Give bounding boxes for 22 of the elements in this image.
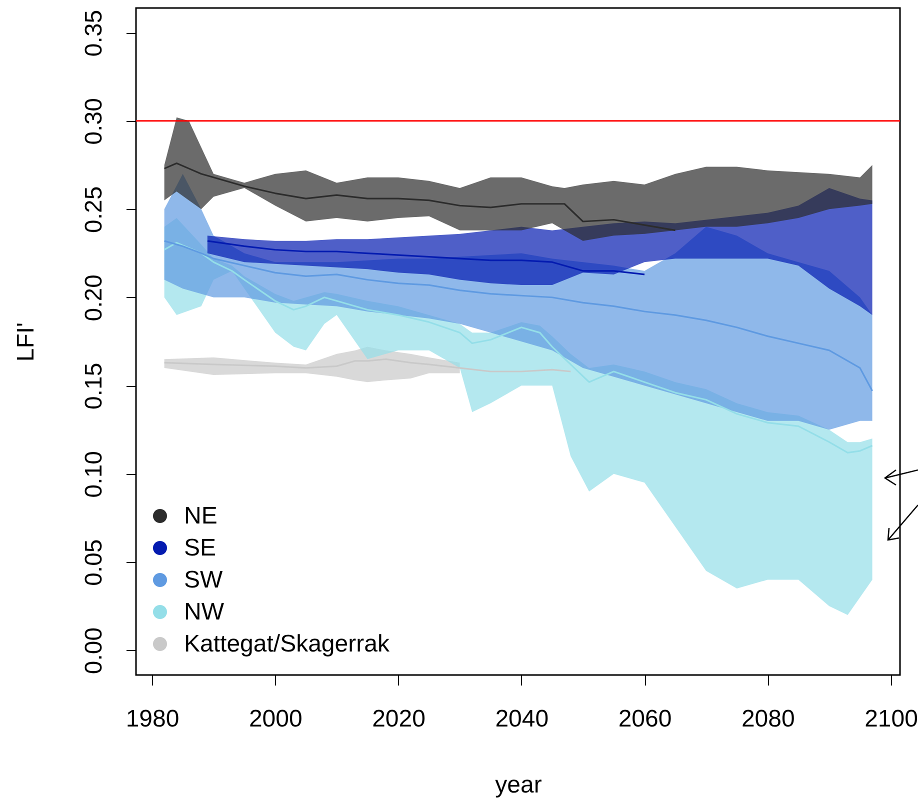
y-tick-label: 0.00 [80, 627, 108, 674]
y-tick-label: 0.15 [80, 362, 108, 410]
x-axis-title: year [495, 772, 542, 798]
legend-label: NE [184, 502, 218, 530]
legend-label: SW [184, 566, 224, 594]
x-tick-label: 2040 [495, 706, 549, 732]
y-tick-label: 0.05 [80, 539, 108, 586]
x-tick-label: 2100 [864, 706, 918, 732]
y-axis-title: LFI' [12, 322, 40, 362]
y-tick-label: 0.25 [80, 186, 108, 234]
y-tick-label: 0.10 [80, 450, 108, 498]
y-tick-label: 0.30 [80, 98, 108, 145]
legend-label: SE [184, 534, 216, 562]
x-tick-label: 2020 [372, 706, 426, 732]
y-tick-label: 0.35 [80, 10, 108, 57]
x-tick-label: 1980 [126, 706, 180, 732]
legend-label: NW [184, 598, 224, 626]
y-tick-label: 0.20 [80, 274, 108, 322]
legend-label: Kattegat/Skagerrak [184, 630, 390, 658]
x-tick-label: 2060 [618, 706, 672, 732]
x-tick-label: 2000 [248, 706, 302, 732]
x-tick-label: 2080 [741, 706, 795, 732]
